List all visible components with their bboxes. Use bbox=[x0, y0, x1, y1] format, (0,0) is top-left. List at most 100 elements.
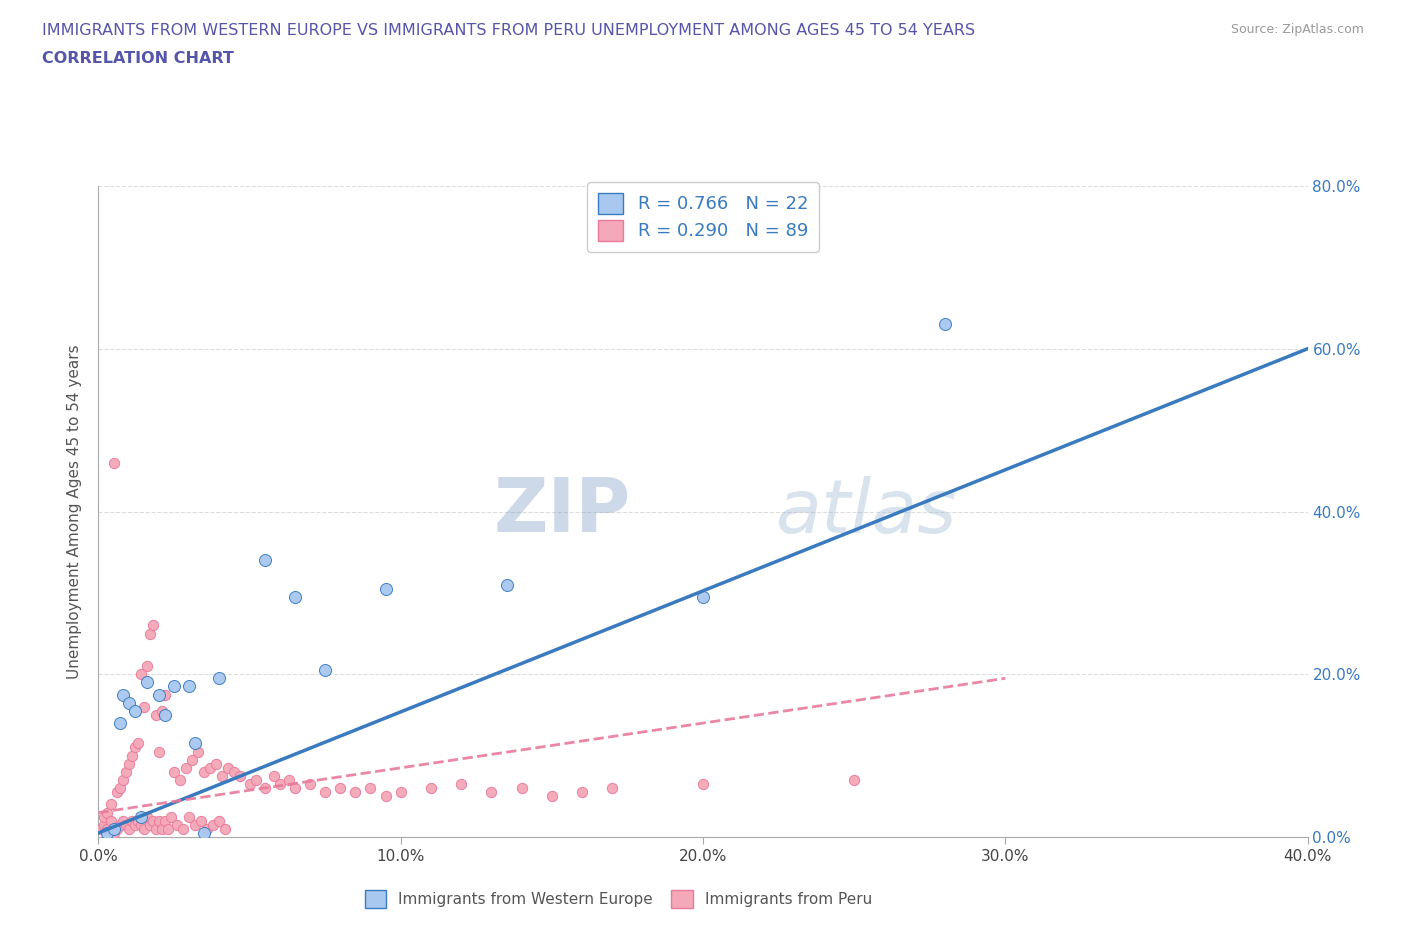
Point bbox=[96, 826, 118, 841]
Point bbox=[179, 679, 201, 694]
Point bbox=[108, 817, 131, 832]
Point bbox=[263, 768, 285, 783]
Point bbox=[184, 817, 207, 832]
Point bbox=[540, 789, 562, 804]
Point bbox=[96, 805, 118, 820]
Point bbox=[139, 626, 162, 641]
Point bbox=[214, 821, 236, 836]
Point bbox=[360, 781, 382, 796]
Point bbox=[139, 817, 162, 832]
Point bbox=[208, 671, 231, 685]
Point bbox=[269, 777, 291, 791]
Point bbox=[108, 716, 131, 731]
Text: ZIP: ZIP bbox=[494, 475, 630, 548]
Point bbox=[481, 785, 503, 800]
Point bbox=[148, 687, 170, 702]
Point bbox=[121, 813, 143, 829]
Point bbox=[314, 663, 336, 678]
Point bbox=[90, 821, 112, 836]
Point bbox=[100, 797, 122, 812]
Point bbox=[148, 813, 170, 829]
Point bbox=[118, 756, 141, 771]
Point bbox=[284, 781, 307, 796]
Point bbox=[135, 675, 157, 690]
Point bbox=[510, 781, 533, 796]
Point bbox=[132, 821, 155, 836]
Legend: Immigrants from Western Europe, Immigrants from Peru: Immigrants from Western Europe, Immigran… bbox=[359, 884, 879, 914]
Point bbox=[602, 781, 624, 796]
Point bbox=[114, 817, 136, 832]
Point bbox=[124, 817, 146, 832]
Point bbox=[103, 821, 125, 836]
Point bbox=[124, 740, 146, 755]
Point bbox=[127, 813, 149, 829]
Point bbox=[163, 764, 186, 779]
Point bbox=[181, 752, 204, 767]
Point bbox=[245, 773, 267, 788]
Point bbox=[495, 578, 517, 592]
Point bbox=[103, 456, 125, 471]
Point bbox=[153, 813, 176, 829]
Point bbox=[135, 809, 157, 824]
Point bbox=[329, 781, 352, 796]
Point bbox=[111, 813, 134, 829]
Point bbox=[153, 708, 176, 723]
Point bbox=[190, 813, 212, 829]
Point bbox=[217, 761, 239, 776]
Point bbox=[205, 756, 228, 771]
Point bbox=[127, 736, 149, 751]
Point bbox=[150, 703, 173, 718]
Point bbox=[121, 748, 143, 763]
Point bbox=[111, 773, 134, 788]
Point bbox=[150, 821, 173, 836]
Point bbox=[179, 809, 201, 824]
Point bbox=[105, 821, 128, 836]
Text: atlas: atlas bbox=[776, 475, 957, 548]
Point bbox=[420, 781, 443, 796]
Point bbox=[193, 826, 215, 841]
Point bbox=[389, 785, 412, 800]
Point bbox=[200, 761, 222, 776]
Point bbox=[148, 744, 170, 759]
Point bbox=[692, 777, 714, 791]
Point bbox=[108, 781, 131, 796]
Point bbox=[132, 699, 155, 714]
Text: CORRELATION CHART: CORRELATION CHART bbox=[42, 51, 233, 66]
Point bbox=[93, 817, 115, 832]
Point bbox=[202, 817, 225, 832]
Point bbox=[129, 809, 152, 824]
Point bbox=[153, 687, 176, 702]
Point bbox=[299, 777, 322, 791]
Point bbox=[93, 809, 115, 824]
Point bbox=[129, 667, 152, 682]
Point bbox=[118, 696, 141, 711]
Point bbox=[229, 768, 252, 783]
Point bbox=[145, 708, 167, 723]
Point bbox=[118, 821, 141, 836]
Point bbox=[187, 744, 209, 759]
Point bbox=[195, 821, 218, 836]
Point bbox=[211, 768, 233, 783]
Point bbox=[692, 590, 714, 604]
Point bbox=[277, 773, 299, 788]
Point bbox=[253, 781, 276, 796]
Point bbox=[314, 785, 336, 800]
Point bbox=[184, 736, 207, 751]
Point bbox=[96, 821, 118, 836]
Point bbox=[100, 813, 122, 829]
Point bbox=[156, 821, 179, 836]
Point bbox=[193, 764, 215, 779]
Point bbox=[172, 821, 194, 836]
Point bbox=[208, 813, 231, 829]
Point bbox=[174, 761, 197, 776]
Point bbox=[111, 687, 134, 702]
Point bbox=[344, 785, 367, 800]
Point bbox=[374, 789, 396, 804]
Y-axis label: Unemployment Among Ages 45 to 54 years: Unemployment Among Ages 45 to 54 years bbox=[67, 344, 83, 679]
Point bbox=[224, 764, 246, 779]
Text: Source: ZipAtlas.com: Source: ZipAtlas.com bbox=[1230, 23, 1364, 36]
Point bbox=[284, 590, 307, 604]
Point bbox=[142, 813, 165, 829]
Point bbox=[135, 658, 157, 673]
Point bbox=[934, 317, 956, 332]
